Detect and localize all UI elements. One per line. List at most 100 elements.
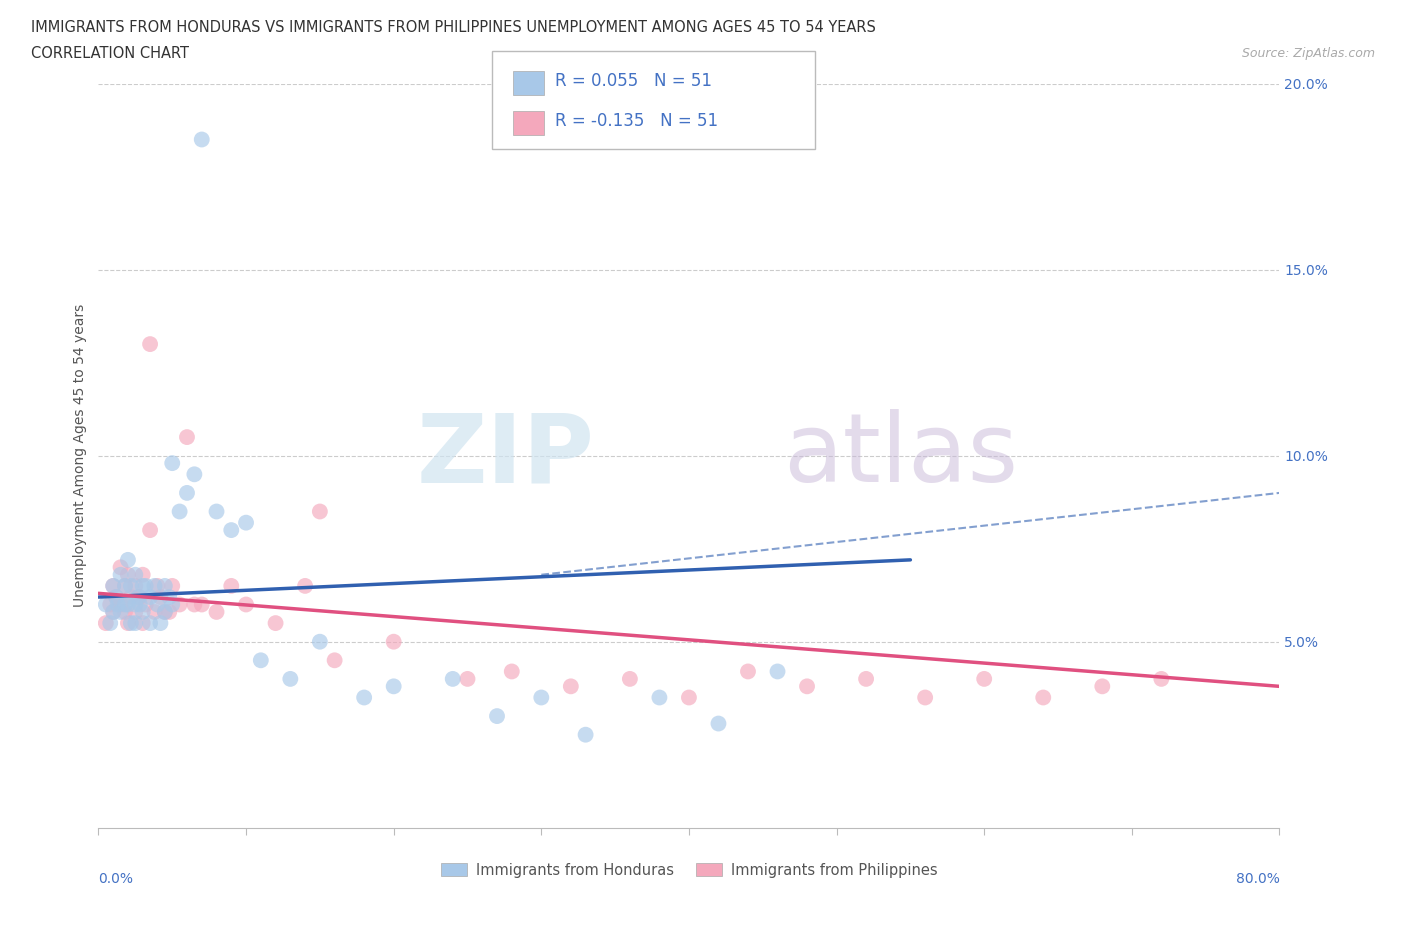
Point: [235, 515, 257, 530]
Point: [132, 567, 155, 582]
Point: [153, 604, 176, 619]
Point: [124, 604, 146, 619]
Point: [855, 671, 877, 686]
Point: [737, 664, 759, 679]
Point: [678, 690, 700, 705]
Point: [707, 716, 730, 731]
Point: [323, 653, 346, 668]
Point: [139, 523, 162, 538]
Point: [176, 485, 198, 500]
Text: R = -0.135   N = 51: R = -0.135 N = 51: [555, 113, 718, 130]
Point: [169, 597, 191, 612]
Point: [309, 634, 332, 649]
Point: [153, 578, 176, 593]
Point: [135, 578, 157, 593]
Point: [143, 604, 166, 619]
Point: [94, 597, 117, 612]
Point: [441, 671, 464, 686]
Point: [162, 578, 183, 593]
Point: [110, 597, 132, 612]
Legend: Immigrants from Honduras, Immigrants from Philippines: Immigrants from Honduras, Immigrants fro…: [434, 857, 943, 884]
Point: [114, 604, 136, 619]
Point: [219, 578, 242, 593]
Point: [278, 671, 302, 686]
Text: R = 0.055   N = 51: R = 0.055 N = 51: [555, 73, 713, 90]
Point: [157, 604, 180, 619]
Point: [1091, 679, 1114, 694]
Text: IMMIGRANTS FROM HONDURAS VS IMMIGRANTS FROM PHILIPPINES UNEMPLOYMENT AMONG AGES : IMMIGRANTS FROM HONDURAS VS IMMIGRANTS F…: [31, 20, 876, 35]
Point: [105, 590, 128, 604]
Text: CORRELATION CHART: CORRELATION CHART: [31, 46, 188, 61]
Point: [191, 132, 214, 147]
Text: ZIP: ZIP: [416, 409, 595, 502]
Point: [205, 504, 228, 519]
Point: [353, 690, 375, 705]
Point: [619, 671, 641, 686]
Point: [103, 604, 125, 619]
Point: [114, 578, 136, 593]
Point: [124, 597, 146, 612]
Point: [169, 504, 191, 519]
Point: [117, 616, 139, 631]
Point: [94, 616, 117, 631]
Point: [114, 597, 136, 612]
Point: [117, 597, 139, 612]
Point: [146, 578, 169, 593]
Point: [382, 634, 405, 649]
Point: [117, 552, 139, 567]
Point: [103, 604, 125, 619]
Point: [191, 597, 214, 612]
Point: [139, 616, 162, 631]
Point: [124, 578, 146, 593]
Point: [486, 709, 509, 724]
Point: [139, 337, 162, 352]
Point: [250, 653, 273, 668]
Point: [530, 690, 553, 705]
Point: [149, 616, 172, 631]
Point: [973, 671, 995, 686]
Point: [162, 456, 183, 471]
Point: [107, 597, 129, 612]
Point: [162, 597, 183, 612]
Point: [132, 604, 155, 619]
Point: [456, 671, 478, 686]
Point: [110, 604, 132, 619]
Point: [110, 560, 132, 575]
Point: [103, 578, 125, 593]
Point: [183, 467, 205, 482]
Point: [1150, 671, 1173, 686]
Point: [103, 578, 125, 593]
Point: [648, 690, 671, 705]
Point: [914, 690, 936, 705]
Point: [120, 616, 142, 631]
Point: [143, 578, 166, 593]
Point: [219, 523, 242, 538]
Point: [132, 578, 155, 593]
Point: [157, 590, 180, 604]
Text: Source: ZipAtlas.com: Source: ZipAtlas.com: [1241, 46, 1375, 60]
Point: [309, 504, 332, 519]
Point: [98, 597, 121, 612]
Point: [120, 578, 142, 593]
Point: [128, 597, 150, 612]
Point: [128, 590, 150, 604]
Point: [110, 567, 132, 582]
Point: [146, 597, 169, 612]
Point: [149, 590, 172, 604]
Point: [574, 727, 596, 742]
Point: [1032, 690, 1054, 705]
Point: [139, 590, 162, 604]
Point: [766, 664, 789, 679]
Point: [105, 590, 128, 604]
Point: [294, 578, 316, 593]
Point: [120, 590, 142, 604]
Text: 80.0%: 80.0%: [1236, 872, 1279, 886]
Point: [205, 604, 228, 619]
Point: [796, 679, 818, 694]
Point: [382, 679, 405, 694]
Point: [114, 578, 136, 593]
Point: [235, 597, 257, 612]
Point: [98, 616, 121, 631]
Point: [176, 430, 198, 445]
Point: [501, 664, 523, 679]
